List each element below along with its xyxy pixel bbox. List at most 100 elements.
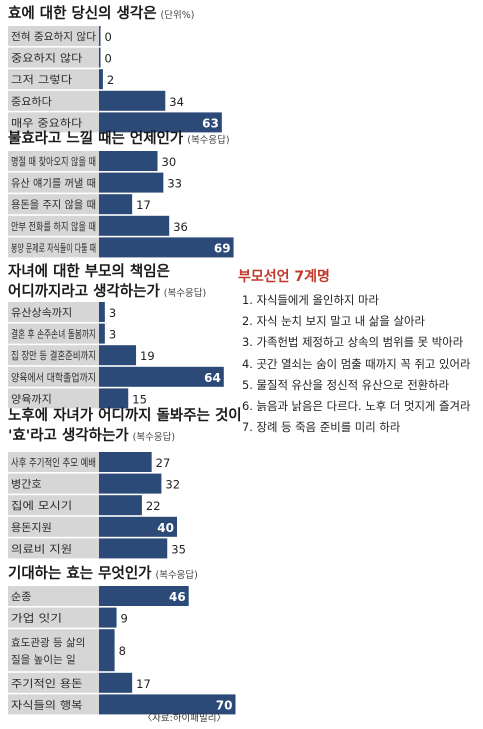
category-label-bg — [8, 366, 99, 387]
category-label: 가업 잇기 — [11, 612, 62, 625]
data-label: 34 — [169, 95, 184, 109]
data-label: 36 — [173, 220, 188, 234]
category-label-bg — [8, 473, 99, 494]
category-label: 유산상속까지 — [11, 307, 72, 319]
data-label: 15 — [132, 392, 147, 406]
panel-subtitle: (복수응답) — [156, 569, 198, 581]
category-label: 용돈지원 — [11, 522, 52, 534]
panel-title-line2: 어디까지라고 생각하는가 — [8, 282, 160, 300]
category-label-bg — [8, 495, 99, 516]
category-label-bg — [8, 345, 99, 366]
bar — [99, 47, 101, 68]
panel-subtitle: (복수응답) — [133, 431, 175, 443]
bar — [99, 69, 103, 90]
panel-title: 노후에 자녀가 어디까지 돌봐주는 것이 — [8, 407, 242, 424]
category-label: 양육까지 — [11, 393, 52, 405]
bar — [99, 607, 117, 628]
sidebar-item: 5. 물질적 유산을 정신적 유산으로 전환하라 — [242, 377, 450, 392]
category-label-bg — [8, 47, 99, 68]
bar — [99, 452, 152, 472]
category-label-bg — [8, 237, 99, 258]
bar — [99, 302, 105, 322]
panel-title: 효에 대한 당신의 생각은 — [8, 4, 157, 22]
panel-subtitle: (복수응답) — [187, 134, 229, 146]
category-label-bg — [8, 90, 99, 111]
category-label: 중요하지 않다 — [11, 52, 83, 65]
category-label: 봉양 문제로 자식들이 다툴 때 — [11, 242, 96, 254]
panel-title: 기대하는 효는 무엇인가 — [8, 564, 152, 582]
bar — [99, 516, 177, 537]
category-label: 그저 그렇다 — [11, 73, 73, 86]
data-label: 19 — [140, 349, 155, 363]
category-label: 중요하다 — [11, 95, 52, 108]
category-label: 집 장만 등 결혼준비까지 — [11, 349, 96, 362]
category-label: 효도관광 등 삶의 — [11, 637, 85, 649]
data-label: 22 — [146, 499, 161, 513]
panel-subtitle: (단위%) — [161, 9, 195, 21]
category-label-bg — [8, 586, 99, 606]
sidebar-item: 7. 장례 등 죽음 준비를 미리 하라 — [242, 420, 401, 435]
category-label: 결혼 후 손주손녀 돌봄까지 — [11, 328, 96, 341]
source-note: 〈자료:하이패밀리〉 — [143, 712, 226, 724]
data-label: 64 — [204, 371, 221, 385]
bar — [99, 538, 168, 559]
data-label: 63 — [202, 116, 219, 130]
data-label: 46 — [169, 590, 186, 604]
bar — [99, 215, 170, 236]
data-label: 2 — [107, 73, 114, 87]
category-label-bg — [8, 388, 99, 409]
data-label: 17 — [136, 677, 151, 691]
data-label: 27 — [156, 456, 171, 470]
data-label: 40 — [157, 521, 174, 535]
panel-subtitle: (복수응답) — [164, 287, 206, 299]
sidebar-item: 4. 곳간 열쇠는 숨이 멈출 때까지 꼭 쥐고 있어라 — [242, 356, 471, 371]
data-label: 17 — [136, 198, 151, 212]
sidebar-title: 부모선언 7계명 — [238, 269, 330, 285]
category-label-bg — [8, 151, 99, 171]
category-label-bg — [8, 538, 99, 559]
category-label-bg — [8, 629, 99, 672]
category-label: 매우 중요하다 — [11, 116, 83, 129]
category-label: 집에 모시기 — [11, 500, 72, 512]
bar — [99, 237, 234, 258]
category-label-bg — [8, 672, 99, 693]
category-label: 용돈을 주지 않을 때 — [11, 199, 96, 211]
category-label: 안부 전화를 하지 않을 때 — [11, 220, 96, 233]
sidebar-item: 2. 자식 눈치 보지 말고 내 삶을 살아라 — [242, 314, 425, 329]
panel-title-line2: '효'라고 생각하는가 — [8, 426, 129, 444]
data-label: 70 — [216, 698, 233, 712]
data-label: 0 — [105, 30, 112, 44]
category-label-bg — [8, 323, 99, 344]
bar — [99, 586, 189, 606]
category-label: 순종 — [11, 591, 32, 603]
data-label: 69 — [214, 241, 231, 255]
bar — [99, 629, 115, 672]
category-label-bg — [8, 452, 99, 472]
category-label: 병간호 — [11, 479, 42, 491]
category-label: 사후 주기적인 추모 예배 — [11, 456, 96, 469]
category-label: 의료비 지원 — [11, 543, 72, 555]
data-label: 30 — [162, 155, 177, 169]
bar — [99, 90, 166, 111]
data-label: 35 — [171, 542, 186, 556]
data-label: 3 — [109, 328, 116, 342]
category-label-bg — [8, 215, 99, 236]
bar — [99, 473, 162, 494]
sidebar-list: 1. 자식들에게 올인하지 마라 2. 자식 눈치 보지 말고 내 삶을 살아라… — [242, 290, 470, 438]
data-label: 0 — [105, 52, 112, 66]
category-label: 명절 때 찾아오지 않을 때 — [11, 155, 96, 168]
bar — [99, 495, 142, 516]
category-label: 유산 얘기를 꺼낼 때 — [11, 177, 96, 190]
bar — [99, 388, 129, 409]
category-label-bg — [8, 112, 99, 133]
bar — [99, 345, 137, 366]
panel-title: 자녀에 대한 부모의 책임은 — [8, 262, 170, 280]
category-label-bg — [8, 607, 99, 628]
data-label: 33 — [167, 177, 182, 191]
data-label: 3 — [109, 306, 116, 320]
category-label-bg — [8, 26, 99, 46]
data-label: 32 — [165, 478, 180, 492]
bar — [99, 194, 133, 215]
bar — [99, 26, 101, 46]
bar — [99, 694, 236, 715]
